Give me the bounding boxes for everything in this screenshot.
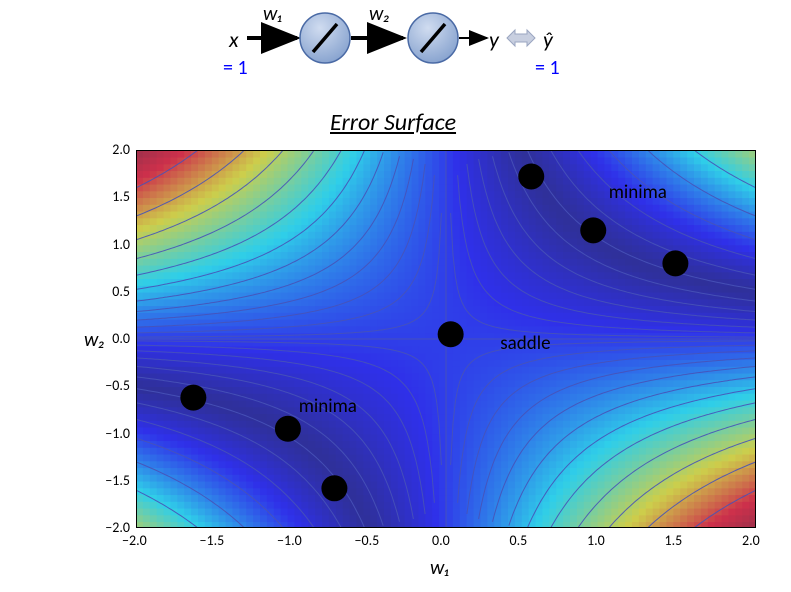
x-tick-label: −1.5: [200, 532, 225, 549]
y-tick-label: −0.5: [100, 377, 130, 394]
x-tick-label: 1.5: [665, 532, 683, 549]
y-tick-label: 1.0: [100, 236, 130, 253]
w2-label: w₂: [369, 2, 390, 26]
y-tick-label: 0.0: [100, 330, 130, 347]
x-value: = 1: [223, 56, 248, 80]
x-tick-label: 0.0: [432, 532, 450, 549]
x-tick-label: −0.5: [355, 532, 380, 549]
minima-annotation-bottom: minima: [299, 395, 357, 418]
x-tick-label: 2.0: [742, 532, 760, 549]
y-tick-label: 0.5: [100, 283, 130, 300]
network-diagram: x = 1 w₁ w₂ y ŷ = 1: [225, 8, 565, 88]
minima-annotation-top: minima: [609, 181, 667, 204]
yhat-label: ŷ: [543, 26, 553, 53]
x-axis-label: w₁: [430, 556, 449, 580]
saddle-annotation: saddle: [500, 332, 550, 355]
y-tick-label: 2.0: [100, 141, 130, 158]
x-tick-label: 1.0: [587, 532, 605, 549]
y-label: y: [489, 26, 499, 53]
w1-label: w₁: [263, 2, 282, 26]
y-tick-label: 1.5: [100, 188, 130, 205]
y-tick-label: −1.0: [100, 425, 130, 442]
x-tick-label: 0.5: [510, 532, 528, 549]
x-tick-label: −1.0: [277, 532, 302, 549]
chart-title: Error Surface: [330, 108, 456, 137]
y-tick-label: −2.0: [100, 519, 130, 536]
y-tick-label: −1.5: [100, 472, 130, 489]
error-surface-plot: [136, 150, 756, 528]
yhat-value: = 1: [535, 56, 560, 80]
x-label: x: [229, 26, 239, 53]
